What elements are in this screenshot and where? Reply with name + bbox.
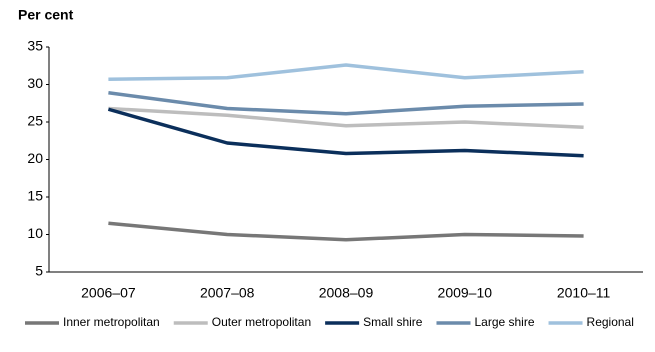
x-tick-label: 2008–09 [319,285,374,301]
legend-label: Small shire [363,315,423,329]
y-tick-label: 5 [35,263,43,279]
y-tick-label: 10 [27,225,43,241]
legend-label: Large shire [474,315,534,329]
legend-label: Regional [587,315,634,329]
x-tick-label: 2010–11 [557,285,611,301]
y-tick-label: 25 [27,113,43,129]
y-tick-label: 30 [27,75,43,91]
legend-label: Outer metropolitan [212,315,311,329]
line-series [108,221,584,242]
line-series [107,107,584,158]
y-tick-label: 20 [27,150,43,166]
line-series [108,106,584,129]
x-tick-label: 2007–08 [200,285,255,301]
x-tick-label: 2006–07 [81,285,136,301]
line-series [108,63,584,81]
line-series [108,91,584,116]
y-tick-label: 35 [27,38,43,54]
y-tick-label: 15 [27,188,43,204]
x-tick-label: 2009–10 [438,285,493,301]
legend-label: Inner metropolitan [63,315,160,329]
chart-title: Per cent [18,7,74,23]
